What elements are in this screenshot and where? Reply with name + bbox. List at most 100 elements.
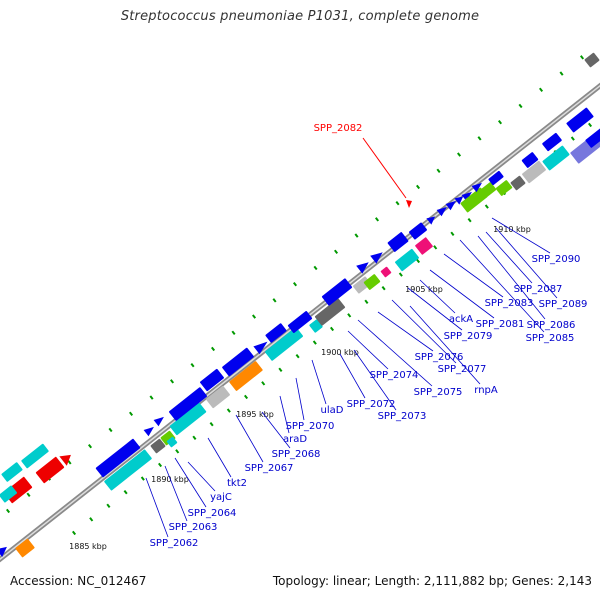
gene-block[interactable] bbox=[542, 132, 562, 152]
gene-label[interactable]: rnpA bbox=[474, 385, 498, 396]
gene-block[interactable] bbox=[169, 402, 207, 436]
gene-block[interactable] bbox=[363, 274, 381, 291]
gene-block[interactable] bbox=[143, 424, 157, 437]
leader-line bbox=[164, 465, 188, 522]
gene-label[interactable]: tkt2 bbox=[227, 478, 247, 489]
gene-label[interactable]: SPP_2067 bbox=[245, 463, 294, 474]
gene-block[interactable] bbox=[436, 204, 450, 217]
gene-label[interactable]: araD bbox=[283, 434, 307, 445]
gene-label[interactable]: SPP_2074 bbox=[370, 370, 419, 381]
gene-label[interactable]: SPP_2068 bbox=[272, 449, 321, 460]
gene-block[interactable] bbox=[166, 436, 178, 448]
tick-mark bbox=[5, 508, 11, 514]
gene-label[interactable]: SPP_2086 bbox=[527, 320, 576, 331]
gene-label[interactable]: SPP_2072 bbox=[347, 399, 396, 410]
gene-block[interactable] bbox=[426, 213, 437, 225]
gene-block[interactable] bbox=[445, 198, 459, 211]
gene-block[interactable] bbox=[585, 128, 600, 148]
gene-block[interactable] bbox=[253, 338, 270, 355]
leader-line bbox=[391, 299, 457, 364]
gene-label[interactable]: SPP_2081 bbox=[476, 319, 525, 330]
gene-block[interactable] bbox=[542, 145, 570, 171]
gene-block[interactable] bbox=[229, 361, 263, 391]
gene-label[interactable]: SPP_2079 bbox=[444, 331, 493, 342]
gene-block[interactable] bbox=[104, 449, 152, 491]
gene-label[interactable]: SPP_2077 bbox=[438, 364, 487, 375]
gene-block[interactable] bbox=[521, 152, 539, 169]
gene-block[interactable] bbox=[153, 414, 167, 427]
gene-label[interactable]: ulaD bbox=[321, 405, 344, 416]
gene-block[interactable] bbox=[200, 368, 225, 392]
gene-block[interactable] bbox=[265, 323, 287, 343]
gene-block[interactable] bbox=[566, 107, 594, 133]
gene-block[interactable] bbox=[168, 387, 208, 421]
gene-block[interactable] bbox=[264, 327, 304, 361]
gene-label[interactable]: SPP_2070 bbox=[286, 421, 335, 432]
gene-label[interactable]: SPP_2073 bbox=[378, 411, 427, 422]
gene-block[interactable] bbox=[415, 237, 433, 255]
gene-block[interactable] bbox=[395, 248, 420, 272]
gene-label[interactable]: SPP_2064 bbox=[188, 508, 237, 519]
gene-block[interactable] bbox=[287, 311, 313, 334]
tick-mark bbox=[261, 381, 266, 386]
gene-label[interactable]: SPP_2062 bbox=[150, 538, 199, 549]
gene-label[interactable]: SPP_2063 bbox=[169, 522, 218, 533]
gene-block[interactable] bbox=[495, 180, 513, 197]
highlight-label[interactable]: SPP_2082 bbox=[314, 123, 363, 134]
gene-block[interactable] bbox=[488, 170, 504, 186]
gene-block[interactable] bbox=[461, 189, 475, 202]
highlight-marker[interactable]: SPP_2082 bbox=[314, 123, 412, 208]
gene-block[interactable] bbox=[1, 462, 23, 482]
tick-mark bbox=[518, 103, 523, 109]
gene-labels[interactable]: SPP_2062 SPP_2063 SPP_2064 yajC tkt2 SPP_2067… bbox=[150, 254, 588, 549]
gene-block[interactable] bbox=[95, 438, 141, 478]
gene-block[interactable] bbox=[522, 160, 547, 184]
gene-block[interactable] bbox=[35, 456, 65, 484]
gene-block[interactable] bbox=[0, 485, 17, 503]
gene-block[interactable] bbox=[59, 450, 74, 466]
gene-label[interactable]: ackA bbox=[449, 314, 473, 325]
gene-block[interactable] bbox=[409, 222, 428, 240]
gene-block[interactable] bbox=[584, 52, 600, 68]
tick-mark bbox=[538, 87, 544, 92]
gene-label[interactable]: SPP_2089 bbox=[539, 299, 588, 310]
gene-label[interactable]: SPP_2075 bbox=[414, 387, 463, 398]
gene-block[interactable] bbox=[510, 175, 526, 191]
gene-block[interactable] bbox=[206, 385, 231, 409]
tick-mark bbox=[436, 168, 441, 173]
gene-block[interactable] bbox=[0, 543, 10, 558]
gene-block[interactable] bbox=[460, 187, 488, 213]
gene-block[interactable] bbox=[222, 347, 255, 377]
gene-label[interactable]: SPP_2087 bbox=[514, 284, 563, 295]
tick-mark bbox=[128, 411, 134, 416]
gene-block[interactable] bbox=[15, 538, 35, 558]
gene-track[interactable] bbox=[0, 52, 600, 558]
leader-line bbox=[339, 353, 366, 399]
gene-block[interactable] bbox=[454, 193, 465, 205]
gene-block[interactable] bbox=[471, 180, 485, 193]
gene-label[interactable]: SPP_2076 bbox=[415, 352, 464, 363]
gene-block[interactable] bbox=[380, 266, 392, 278]
gene-block[interactable] bbox=[321, 278, 353, 306]
tick-mark bbox=[272, 298, 277, 303]
tick-mark bbox=[395, 200, 400, 206]
tick-mark bbox=[211, 346, 216, 352]
gene-label[interactable]: SPP_2085 bbox=[526, 333, 575, 344]
gene-block[interactable] bbox=[314, 298, 346, 326]
gene-label[interactable]: yajC bbox=[210, 492, 232, 503]
gene-block[interactable] bbox=[356, 258, 372, 274]
gene-block[interactable] bbox=[21, 443, 49, 469]
leader-line bbox=[145, 477, 169, 538]
gene-block[interactable] bbox=[370, 248, 386, 264]
gene-block[interactable] bbox=[160, 430, 176, 446]
leader-line bbox=[491, 217, 551, 254]
gene-block[interactable] bbox=[309, 319, 323, 333]
tick-mark bbox=[477, 136, 482, 141]
gene-label[interactable]: SPP_2090 bbox=[532, 254, 581, 265]
gene-block[interactable] bbox=[479, 182, 497, 199]
gene-label[interactable]: SPP_2083 bbox=[485, 298, 534, 309]
gene-block[interactable] bbox=[150, 438, 166, 454]
tick-mark bbox=[364, 299, 369, 304]
gene-block[interactable] bbox=[387, 232, 409, 253]
